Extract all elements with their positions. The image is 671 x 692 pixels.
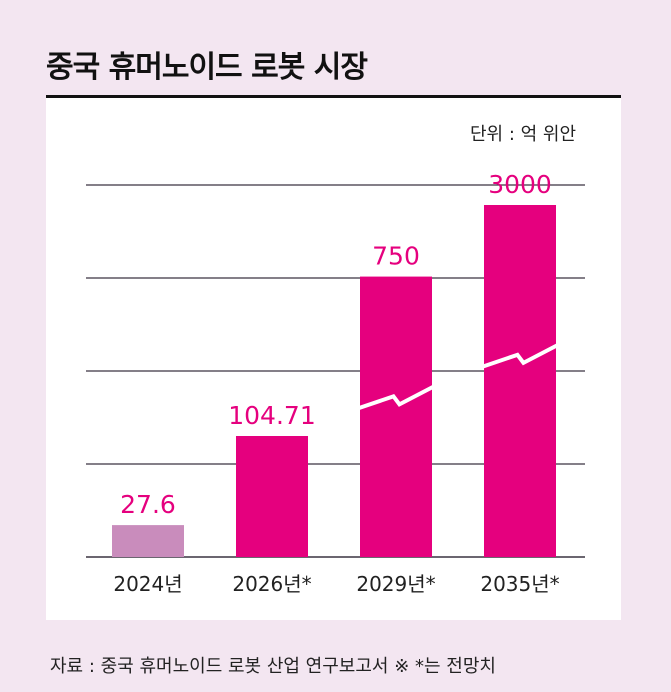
category-label: 2029년* [356, 572, 435, 596]
value-label: 750 [372, 242, 420, 271]
value-label: 104.71 [228, 401, 315, 430]
category-label: 2024년 [113, 572, 182, 596]
title-underline [46, 95, 621, 98]
bar [360, 276, 432, 557]
category-label: 2035년* [480, 572, 559, 596]
value-label: 3000 [488, 170, 552, 199]
unit-label: 단위 : 억 위안 [470, 124, 577, 145]
bar [112, 525, 184, 557]
category-label: 2026년* [232, 572, 311, 596]
axis-break-mark [357, 384, 435, 411]
value-label: 27.6 [120, 490, 176, 519]
chart-title: 중국 휴머노이드 로봇 시장 [46, 50, 368, 85]
source-note: 자료 : 중국 휴머노이드 로봇 산업 연구보고서 ※ *는 전망치 [50, 656, 496, 677]
axis-break-mark [481, 343, 559, 369]
bar [484, 205, 556, 557]
bar [236, 436, 308, 557]
